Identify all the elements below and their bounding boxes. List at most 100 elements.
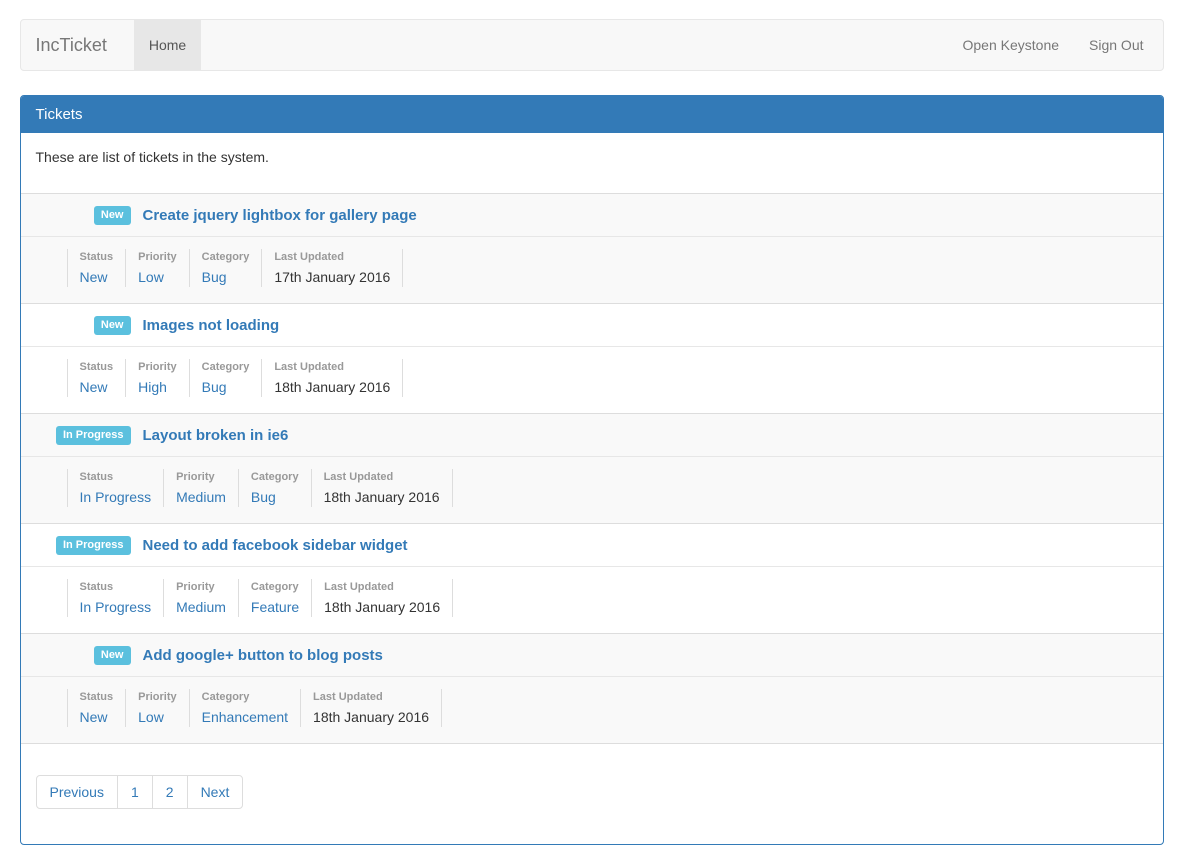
detail-last-updated: Last Updated 18th January 2016 [261,359,404,397]
detail-label-category: Category [250,581,299,593]
panel-title: Tickets [35,106,83,123]
detail-label-status: Status [79,361,114,373]
navbar: IncTicket Home Open Keystone Sign Out [19,19,1164,71]
detail-value-last-updated: 17th January 2016 [274,269,391,285]
detail-label-category: Category [201,691,250,703]
status-badge: New [93,645,131,665]
detail-value-priority: High [138,379,167,395]
ticket-title-row: New Add google+ button to blog posts [21,634,1163,676]
ticket-details: Status In Progress Priority Medium Categ… [20,566,1163,633]
detail-value-last-updated: 18th January 2016 [313,709,430,725]
detail-last-updated: Last Updated 18th January 2016 [310,469,453,507]
tickets-panel: Tickets These are list of tickets in the… [19,95,1164,845]
detail-label-category: Category [201,361,250,373]
ticket-row: New Create jquery lightbox for gallery p… [20,193,1163,303]
ticket-row: New Add google+ button to blog posts Sta… [20,633,1163,744]
detail-value-status: In Progress [79,599,152,615]
detail-last-updated: Last Updated 18th January 2016 [300,689,443,727]
detail-value-priority: Low [138,709,164,725]
detail-label-last-updated: Last Updated [274,361,345,373]
status-badge: In Progress [55,425,131,445]
detail-label-status: Status [79,581,114,593]
detail-value-status: New [79,709,108,725]
detail-value-status: New [79,379,108,395]
detail-priority: Priority Low [125,689,189,727]
nav-item-sign-out[interactable]: Sign Out [1089,37,1144,53]
detail-category: Category Enhancement [188,689,300,727]
navbar-nav-left: Home [133,20,202,70]
detail-priority: Priority Low [125,249,189,287]
detail-label-status: Status [79,471,114,483]
detail-value-priority: Low [138,269,164,285]
detail-status: Status New [66,359,126,397]
ticket-title-row: In Progress Layout broken in ie6 [21,414,1163,456]
pagination-next-button[interactable]: Next [186,775,244,809]
detail-label-last-updated: Last Updated [313,691,383,703]
pagination-page-2-button[interactable]: 2 [151,775,188,809]
detail-last-updated: Last Updated 17th January 2016 [261,249,404,287]
detail-value-category: Bug [201,269,227,285]
detail-category: Category Bug [188,359,262,397]
ticket-details: Status New Priority High Category Bug [20,346,1163,413]
detail-last-updated: Last Updated 18th January 2016 [311,579,454,617]
ticket-title-link[interactable]: Need to add facebook sidebar widget [142,536,408,554]
detail-label-category: Category [250,471,299,483]
ticket-title-row: New Images not loading [21,304,1163,346]
ticket-details: Status In Progress Priority Medium Categ… [20,456,1163,523]
badge-column: New [58,315,131,335]
detail-priority: Priority Medium [163,469,238,507]
detail-label-priority: Priority [138,251,177,263]
status-badge: New [93,315,131,335]
ticket-details: Status New Priority Low Category Enhance… [20,676,1163,743]
badge-column: In Progress [55,425,131,445]
detail-label-status: Status [79,691,114,703]
detail-label-priority: Priority [138,361,177,373]
detail-value-priority: Medium [176,489,226,505]
detail-category: Category Feature [237,579,311,617]
detail-category: Category Bug [237,469,311,507]
ticket-title-link[interactable]: Layout broken in ie6 [142,426,289,444]
panel-intro-text: These are list of tickets in the system. [35,149,269,165]
panel-heading: Tickets [20,96,1163,133]
detail-label-last-updated: Last Updated [274,251,345,263]
pagination-previous-button[interactable]: Previous [35,775,118,809]
detail-label-status: Status [79,251,114,263]
ticket-row: In Progress Layout broken in ie6 Status … [20,413,1163,523]
detail-value-status: In Progress [79,489,152,505]
detail-label-category: Category [201,251,250,263]
ticket-list: New Create jquery lightbox for gallery p… [20,193,1163,744]
ticket-title-link[interactable]: Images not loading [142,316,280,334]
detail-status: Status New [66,249,126,287]
status-badge: New [93,205,131,225]
ticket-title-row: New Create jquery lightbox for gallery p… [21,194,1163,236]
detail-label-priority: Priority [138,691,177,703]
nav-item-home[interactable]: Home [133,20,202,70]
ticket-details: Status New Priority Low Category Bug L [20,236,1163,303]
pagination-container: Previous 1 2 Next [21,744,1163,844]
detail-category: Category Bug [188,249,262,287]
ticket-title-link[interactable]: Add google+ button to blog posts [142,646,383,664]
detail-status: Status In Progress [66,579,164,617]
status-badge: In Progress [55,535,131,555]
ticket-title-row: In Progress Need to add facebook sidebar… [21,524,1163,566]
page: IncTicket Home Open Keystone Sign Out Ti… [0,19,1183,859]
navbar-brand[interactable]: IncTicket [35,34,107,55]
pagination: Previous 1 2 Next [35,775,244,809]
detail-value-status: New [79,269,108,285]
detail-value-category: Enhancement [201,709,289,725]
nav-item-open-keystone[interactable]: Open Keystone [962,37,1060,53]
detail-label-last-updated: Last Updated [323,471,394,483]
detail-status: Status In Progress [66,469,164,507]
detail-value-last-updated: 18th January 2016 [324,599,441,615]
ticket-title-link[interactable]: Create jquery lightbox for gallery page [142,206,417,224]
detail-value-priority: Medium [176,599,226,615]
ticket-row: In Progress Need to add facebook sidebar… [20,523,1163,633]
detail-value-last-updated: 18th January 2016 [323,489,440,505]
detail-value-category: Bug [250,489,276,505]
detail-label-priority: Priority [176,471,215,483]
pagination-page-1-button[interactable]: 1 [116,775,153,809]
detail-label-last-updated: Last Updated [324,581,394,593]
detail-value-category: Feature [250,599,300,615]
ticket-row: New Images not loading Status New Priori… [20,303,1163,413]
badge-column: New [58,205,131,225]
